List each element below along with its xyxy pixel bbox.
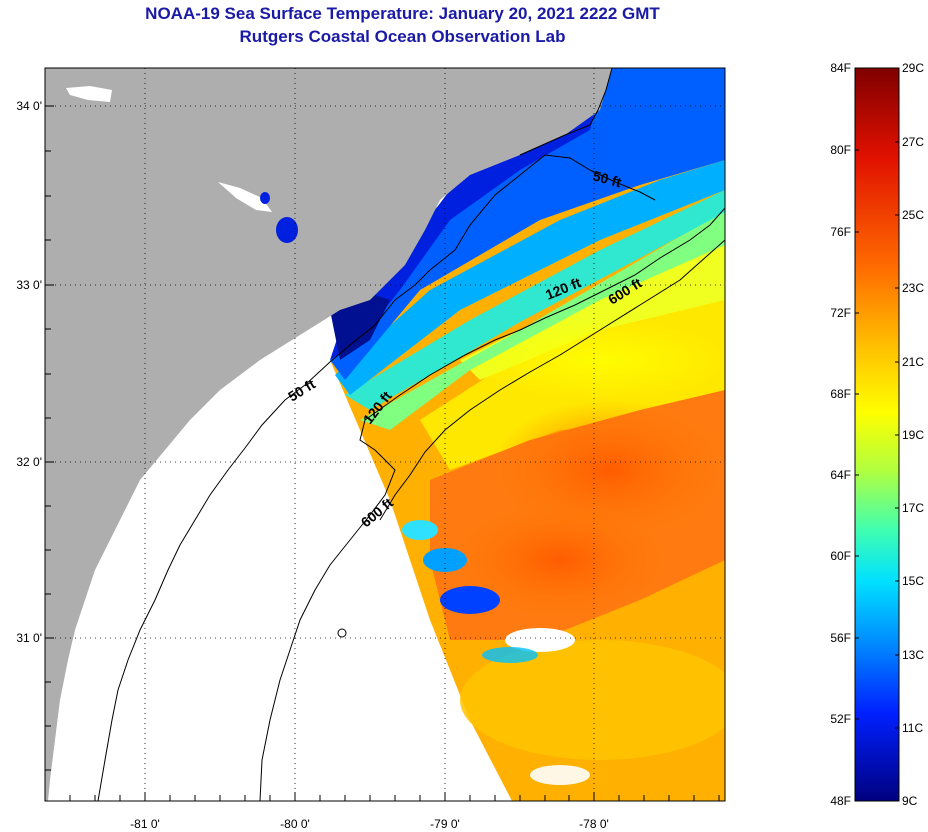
lon-label-80: -80 0'	[280, 817, 310, 831]
cb-c-27: 27C	[902, 135, 924, 149]
cb-f-72: 72F	[830, 306, 851, 320]
lon-label-79: -79 0'	[430, 817, 460, 831]
cb-f-84: 84F	[830, 61, 851, 75]
cb-c-11: 11C	[902, 721, 923, 735]
cb-f-68: 68F	[830, 387, 851, 401]
cb-c-19: 19C	[902, 428, 924, 442]
lat-label-34: 34 0'	[16, 99, 42, 113]
cb-f-60: 60F	[830, 549, 851, 563]
graticule	[45, 68, 725, 801]
cb-c-21: 21C	[902, 355, 924, 369]
cb-f-80: 80F	[830, 143, 851, 157]
land-mass	[45, 68, 612, 801]
cb-c-25: 25C	[902, 208, 924, 222]
axis-ticks	[45, 105, 720, 801]
lat-label-32: 32 0'	[16, 455, 42, 469]
cb-c-15: 15C	[902, 574, 924, 588]
lon-label-78: -78 0'	[579, 817, 609, 831]
cb-f-56: 56F	[830, 631, 851, 645]
colorbar	[854, 67, 900, 802]
cb-c-9: 9C	[902, 794, 918, 808]
cb-f-64: 64F	[830, 468, 851, 482]
map-frame	[44, 67, 726, 802]
colorbar-ticks	[855, 141, 899, 729]
cb-f-76: 76F	[830, 225, 851, 239]
cb-c-17: 17C	[902, 501, 924, 515]
chart-subtitle: Rutgers Coastal Ocean Observation Lab	[239, 27, 566, 46]
cb-c-29: 29C	[902, 61, 924, 75]
cb-c-23: 23C	[902, 281, 924, 295]
chart-title: NOAA-19 Sea Surface Temperature: January…	[145, 4, 660, 23]
contour-600ft	[379, 239, 725, 521]
lat-label-31: 31 0'	[16, 631, 42, 645]
lat-label-33: 33 0'	[16, 278, 42, 292]
lon-label-81: -81 0'	[130, 817, 160, 831]
cb-f-52: 52F	[830, 712, 851, 726]
contour-50ft	[97, 154, 656, 801]
contour-120ft	[259, 207, 725, 801]
contour-label-50ft-north: 50 ft	[591, 167, 623, 190]
cb-f-48: 48F	[830, 794, 851, 808]
cb-c-13: 13C	[902, 648, 924, 662]
